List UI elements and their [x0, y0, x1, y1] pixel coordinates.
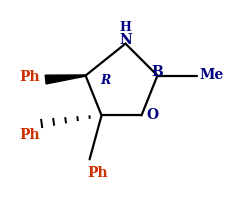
Text: B: B [151, 64, 163, 78]
Text: R: R [100, 74, 110, 87]
Text: H: H [119, 21, 131, 34]
Text: N: N [119, 32, 131, 46]
Text: Ph: Ph [87, 166, 108, 179]
Polygon shape [45, 76, 85, 84]
Text: Me: Me [198, 67, 223, 81]
Text: Ph: Ph [19, 128, 40, 142]
Text: O: O [146, 108, 158, 122]
Text: Ph: Ph [19, 69, 40, 83]
